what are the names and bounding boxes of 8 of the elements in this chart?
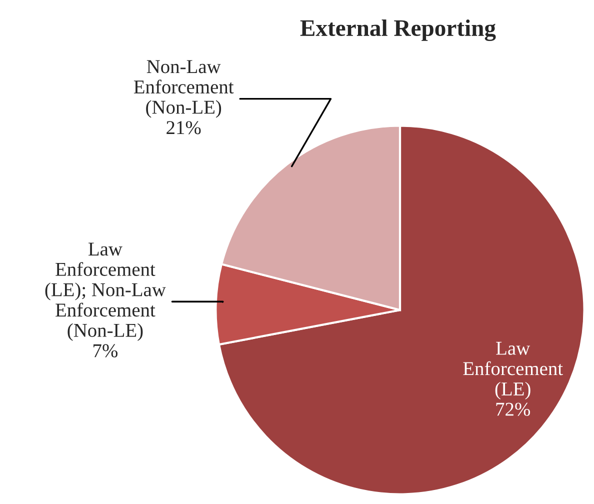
pie-slice bbox=[218, 124, 586, 496]
slice-label: Non-Law Enforcement (Non-LE) bbox=[134, 60, 234, 118]
chart-title: External Reporting bbox=[300, 19, 496, 42]
data-label: 72% bbox=[496, 402, 530, 416]
data-label: 21% bbox=[166, 121, 201, 134]
data-label: 7% bbox=[94, 344, 118, 358]
slice-label: Law Enforcement (LE); Non-Law Enforcement (Non-LE) bbox=[45, 242, 166, 341]
slice-label: Law Enforcement (LE) bbox=[463, 342, 563, 400]
